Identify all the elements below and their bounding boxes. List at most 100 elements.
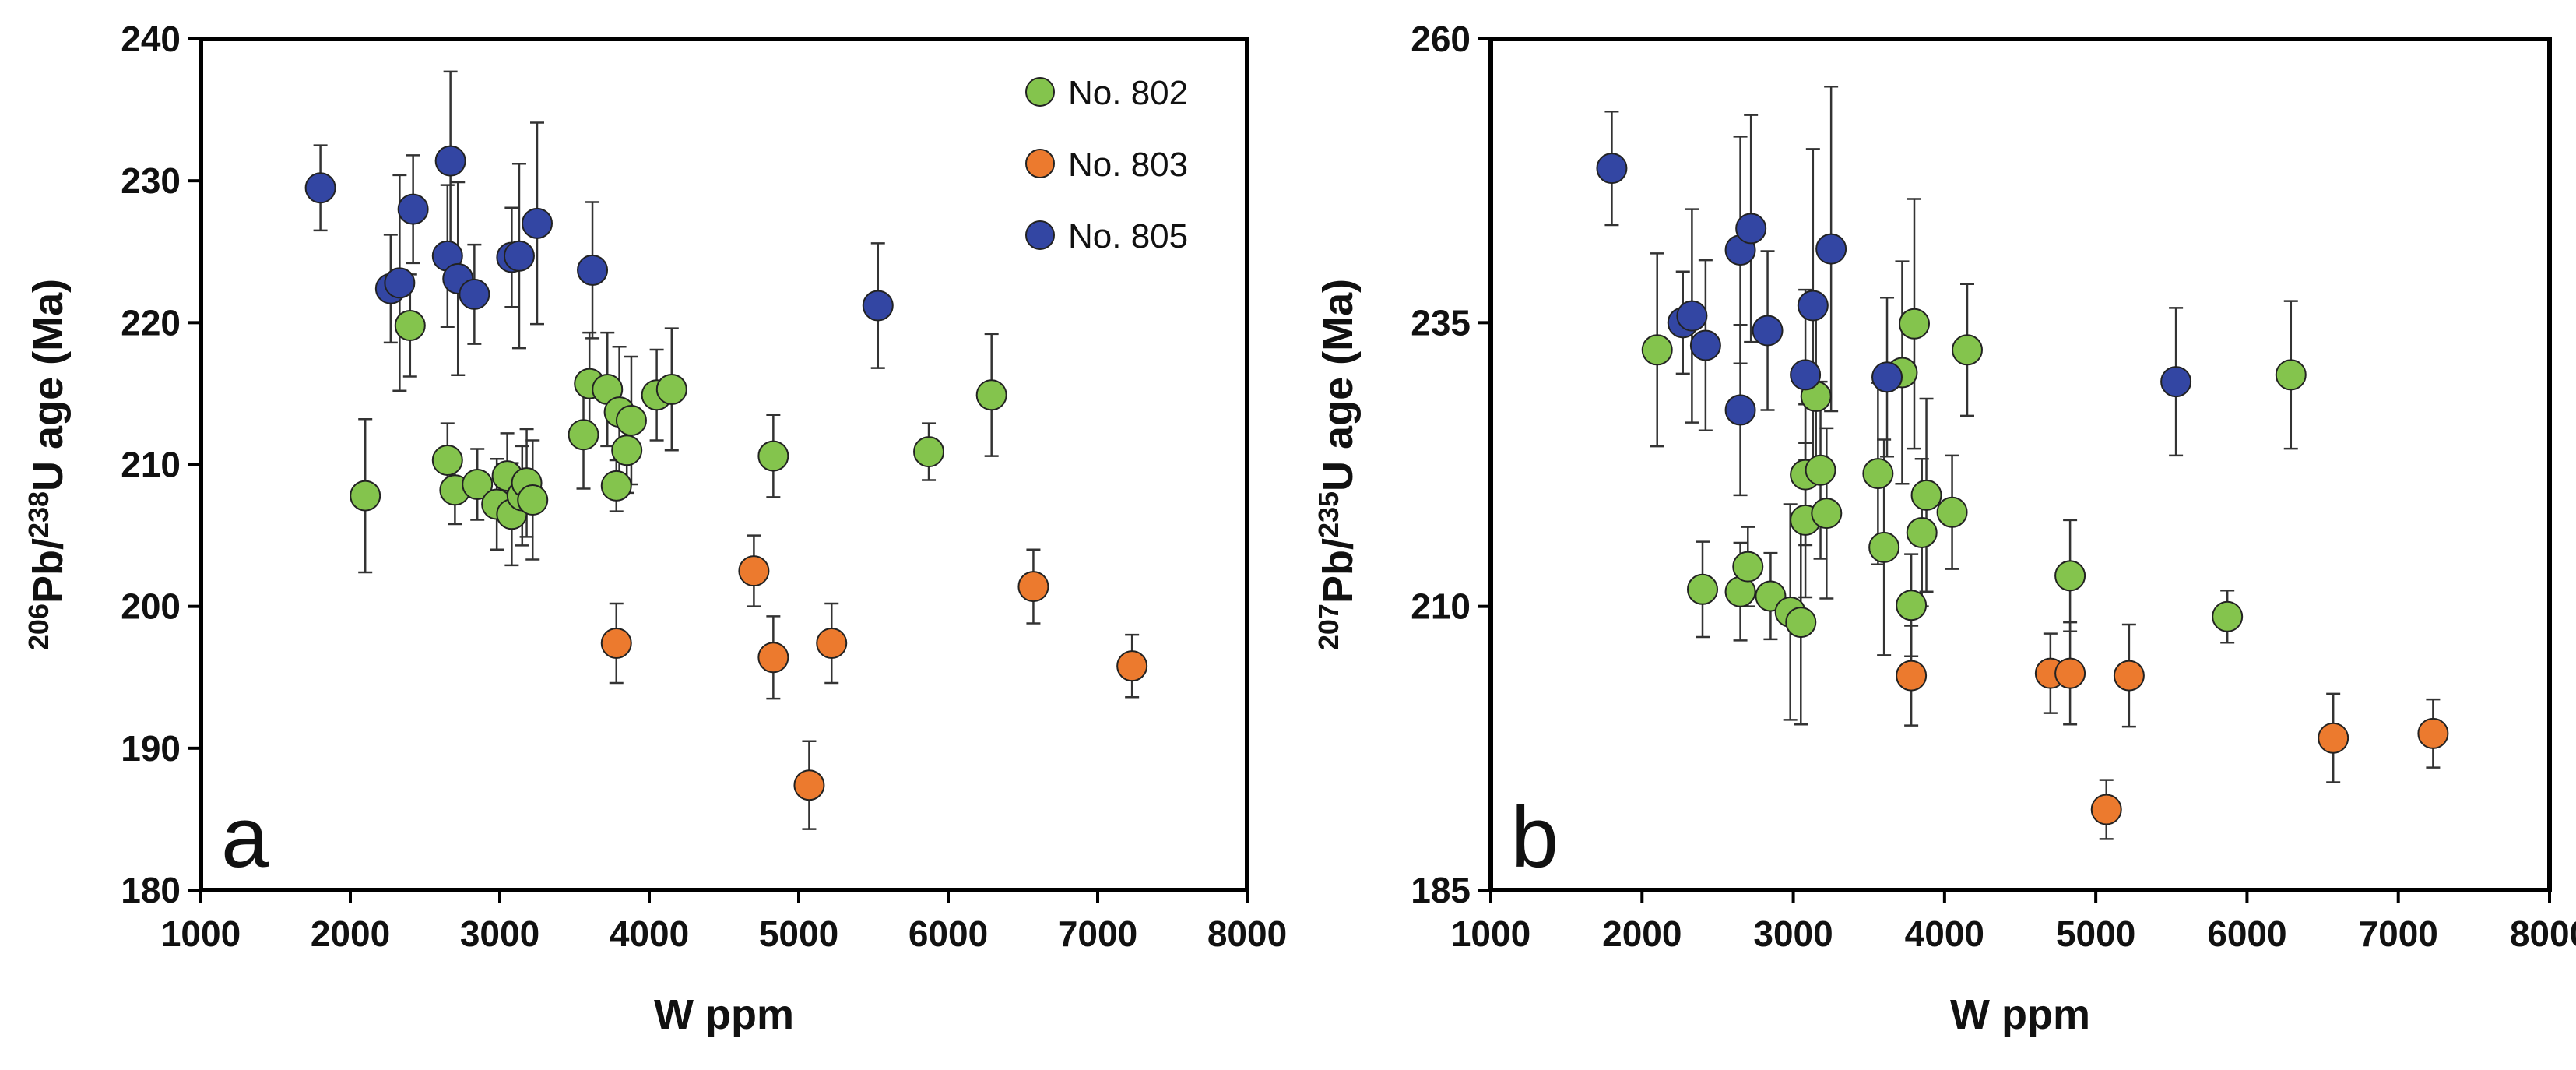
point-b-802-16 — [1899, 308, 1930, 340]
x-tick-label-a-8000: 8000 — [1207, 913, 1287, 954]
point-b-802-0 — [1641, 334, 1673, 366]
point-a-803-6 — [1116, 650, 1148, 682]
x-tick-label-b-4000: 4000 — [1905, 913, 1984, 954]
point-a-805-10 — [522, 207, 553, 239]
point-b-802-22 — [2212, 600, 2244, 632]
point-a-805-5 — [434, 145, 466, 177]
point-a-802-10 — [517, 484, 549, 516]
point-b-802-18 — [1910, 479, 1942, 511]
legend-label-803: No. 803 — [1068, 146, 1188, 184]
point-b-802-17 — [1906, 516, 1938, 548]
point-a-802-15 — [611, 435, 643, 466]
x-tick-label-a-4000: 4000 — [610, 913, 689, 954]
legend-label-805: No. 805 — [1068, 217, 1188, 255]
chart-panel-b: 1000 2000 3000 4000 5000 6000 7000 8000 185 210 23… — [1313, 19, 2576, 1038]
y-axis-label-a: 206Pb/238U age (Ma) — [23, 279, 72, 650]
y-tick-label-a-190: 190 — [121, 728, 181, 769]
x-axis-label-a: W ppm — [654, 991, 794, 1038]
point-b-802-6 — [1785, 607, 1817, 639]
x-tick-label-a-1000: 1000 — [161, 913, 241, 954]
point-b-803-6 — [2417, 717, 2449, 749]
point-a-803-1 — [738, 555, 770, 587]
point-b-803-5 — [2318, 722, 2349, 754]
point-b-802-23 — [2275, 359, 2307, 391]
point-b-805-10 — [1815, 233, 1847, 265]
point-b-805-0 — [1596, 153, 1628, 185]
chart-panel-a: 1000 2000 3000 4000 5000 6000 7000 8000 180 190 20… — [23, 19, 1287, 1038]
plot-frame-b — [1488, 37, 2552, 892]
point-a-802-1 — [394, 309, 426, 341]
y-label-b-mass-u: 235 — [1313, 491, 1344, 538]
point-b-802-21 — [2054, 560, 2086, 592]
legend-label-802: No. 802 — [1068, 74, 1188, 112]
y-label-a-mass-pb: 206 — [23, 604, 54, 650]
y-tick-label-a-220: 220 — [121, 302, 181, 343]
error-bars-b — [1604, 85, 2441, 840]
point-b-802-10 — [1805, 454, 1836, 486]
point-b-805-3 — [1689, 329, 1721, 361]
point-a-802-4 — [462, 469, 494, 501]
point-b-802-15 — [1896, 590, 1928, 621]
point-b-805-4 — [1724, 394, 1756, 426]
point-a-805-3 — [397, 193, 429, 225]
x-tick-label-b-8000: 8000 — [2510, 913, 2576, 954]
point-a-802-17 — [600, 470, 632, 502]
point-a-802-11 — [568, 419, 599, 451]
point-a-802-0 — [350, 480, 381, 512]
panel-label-b: b — [1511, 790, 1559, 885]
point-b-803-4 — [2113, 660, 2145, 692]
x-tick-label-a-6000: 6000 — [908, 913, 988, 954]
point-b-805-7 — [1752, 315, 1784, 347]
point-b-805-9 — [1797, 290, 1829, 322]
point-a-805-12 — [862, 290, 894, 322]
x-tick-label-b-3000: 3000 — [1753, 913, 1833, 954]
x-tick-label-b-5000: 5000 — [2056, 913, 2135, 954]
x-axis-label-b: W ppm — [1950, 991, 2090, 1038]
point-a-805-9 — [503, 240, 535, 272]
point-a-805-11 — [577, 254, 609, 286]
point-b-803-3 — [2090, 794, 2122, 825]
y-label-b-mass-pb: 207 — [1313, 604, 1344, 650]
point-a-802-16 — [615, 405, 647, 437]
y-tick-label-a-240: 240 — [121, 19, 181, 59]
point-a-802-20 — [757, 440, 789, 472]
legend: No. 802 No. 803 No. 805 — [1025, 74, 1188, 255]
point-a-805-0 — [304, 172, 336, 204]
point-b-802-11 — [1811, 498, 1843, 530]
legend-marker-802 — [1025, 77, 1055, 107]
legend-marker-803 — [1025, 149, 1055, 178]
point-b-802-19 — [1936, 496, 1968, 528]
ticks-b: 1000 2000 3000 4000 5000 6000 7000 8000 185 210 23… — [1411, 19, 2576, 954]
y-tick-label-a-210: 210 — [121, 445, 181, 485]
point-a-803-5 — [1017, 571, 1049, 603]
point-a-802-19 — [655, 373, 687, 405]
y-tick-label-b-235: 235 — [1411, 302, 1471, 343]
point-a-803-3 — [793, 769, 825, 801]
point-a-802-21 — [913, 436, 945, 468]
point-b-802-1 — [1687, 573, 1718, 605]
point-a-805-2 — [384, 267, 416, 299]
point-b-802-13 — [1868, 531, 1900, 563]
y-tick-label-a-200: 200 — [121, 586, 181, 627]
ticks-a: 1000 2000 3000 4000 5000 6000 7000 8000 180 190 20… — [121, 19, 1287, 954]
point-a-802-22 — [975, 379, 1007, 411]
point-b-803-2 — [2054, 657, 2086, 689]
y-tick-label-b-260: 260 — [1411, 19, 1471, 59]
point-a-802-2 — [431, 445, 463, 477]
y-tick-label-a-230: 230 — [121, 160, 181, 201]
point-b-803-0 — [1896, 660, 1928, 692]
points-b — [1596, 153, 2449, 825]
point-b-805-2 — [1676, 300, 1708, 332]
point-b-805-12 — [2160, 366, 2192, 398]
x-tick-label-b-1000: 1000 — [1451, 913, 1530, 954]
y-axis-label-b: 207Pb/235U age (Ma) — [1313, 279, 1362, 650]
y-label-a-mass-u: 238 — [23, 491, 54, 538]
x-tick-label-b-7000: 7000 — [2359, 913, 2438, 954]
x-tick-label-a-5000: 5000 — [759, 913, 838, 954]
x-tick-label-a-7000: 7000 — [1058, 913, 1137, 954]
y-tick-label-b-210: 210 — [1411, 586, 1471, 627]
y-label-b-pb: Pb/ — [1315, 538, 1362, 604]
point-b-805-6 — [1735, 213, 1767, 245]
y-label-a-u-age: U age (Ma) — [25, 279, 72, 491]
